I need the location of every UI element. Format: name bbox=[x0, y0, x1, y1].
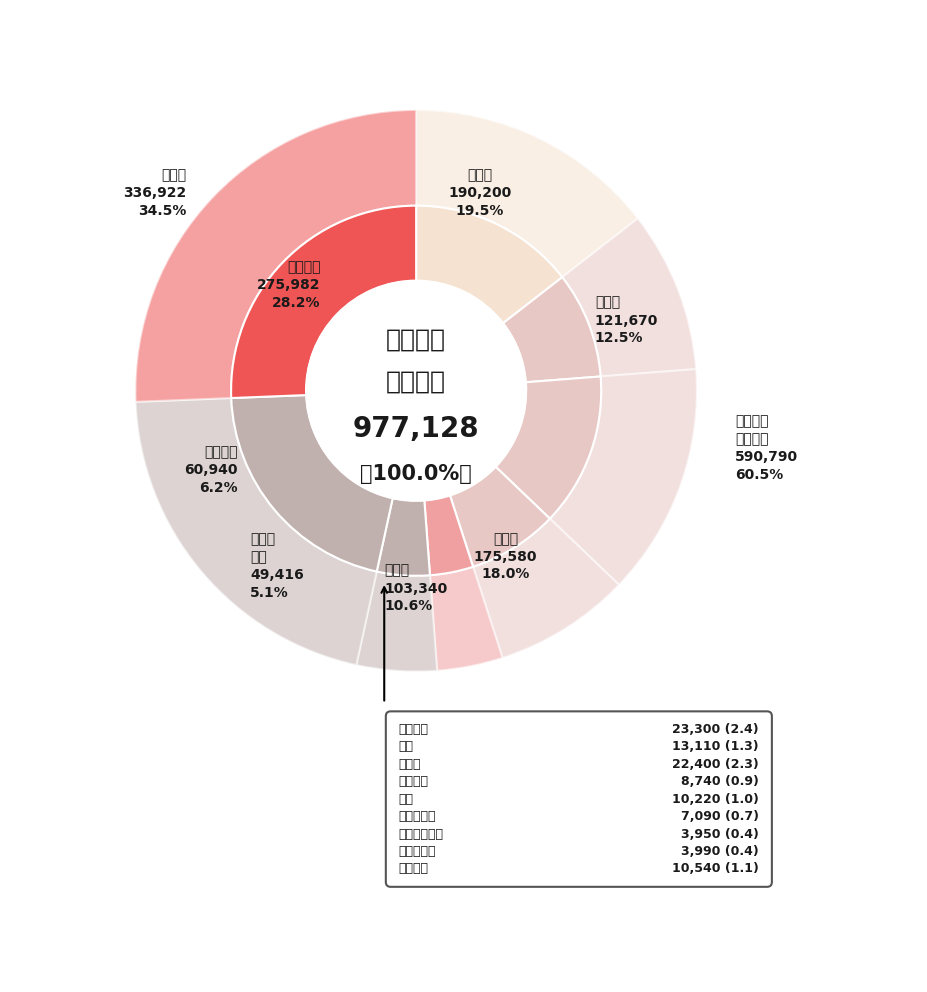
Text: 公債金
336,922
34.5%: 公債金 336,922 34.5% bbox=[123, 168, 186, 218]
Text: （100.0%）: （100.0%） bbox=[360, 463, 472, 484]
Text: 10,220 (1.0): 10,220 (1.0) bbox=[671, 793, 758, 806]
Text: 租税及び
印紙収入
590,790
60.5%: 租税及び 印紙収入 590,790 60.5% bbox=[734, 415, 797, 482]
Wedge shape bbox=[429, 566, 502, 671]
Text: 3,990 (0.4): 3,990 (0.4) bbox=[680, 845, 758, 858]
Wedge shape bbox=[502, 277, 600, 382]
Text: 23,300 (2.4): 23,300 (2.4) bbox=[672, 723, 758, 736]
Wedge shape bbox=[562, 218, 695, 377]
Wedge shape bbox=[135, 110, 415, 402]
Text: 特例公債
275,982
28.2%: 特例公債 275,982 28.2% bbox=[257, 261, 320, 310]
Text: 自動車重量税: 自動車重量税 bbox=[399, 827, 443, 840]
Text: たばこ税: たばこ税 bbox=[399, 775, 428, 788]
Text: 977,128: 977,128 bbox=[352, 415, 479, 443]
Text: その他税収: その他税収 bbox=[399, 845, 436, 858]
Wedge shape bbox=[415, 205, 562, 323]
Wedge shape bbox=[356, 571, 437, 672]
Text: 関税: 関税 bbox=[399, 793, 413, 806]
Text: 相続税: 相続税 bbox=[399, 758, 421, 771]
Text: 印紙収入: 印紙収入 bbox=[399, 862, 428, 876]
Text: 10,540 (1.1): 10,540 (1.1) bbox=[671, 862, 758, 876]
Wedge shape bbox=[376, 498, 429, 575]
Text: その他
103,340
10.6%: その他 103,340 10.6% bbox=[384, 563, 447, 613]
Text: 所得税
190,200
19.5%: 所得税 190,200 19.5% bbox=[448, 168, 511, 218]
Text: 建設公債
60,940
6.2%: 建設公債 60,940 6.2% bbox=[184, 445, 237, 495]
FancyBboxPatch shape bbox=[386, 711, 771, 887]
Text: 3,950 (0.4): 3,950 (0.4) bbox=[680, 827, 758, 840]
Wedge shape bbox=[450, 467, 550, 566]
Text: その他
収入
49,416
5.1%: その他 収入 49,416 5.1% bbox=[250, 533, 304, 600]
Text: 酒税: 酒税 bbox=[399, 740, 413, 753]
Text: 歳入総額: 歳入総額 bbox=[386, 369, 446, 393]
Text: 消費税
175,580
18.0%: 消費税 175,580 18.0% bbox=[473, 532, 537, 581]
Wedge shape bbox=[550, 369, 696, 585]
Wedge shape bbox=[424, 495, 473, 575]
Wedge shape bbox=[415, 110, 637, 277]
Wedge shape bbox=[135, 398, 376, 665]
Text: 一般会計: 一般会計 bbox=[386, 327, 446, 352]
Wedge shape bbox=[473, 519, 618, 658]
Text: 法人税
121,670
12.5%: 法人税 121,670 12.5% bbox=[594, 296, 657, 345]
Text: 8,740 (0.9): 8,740 (0.9) bbox=[680, 775, 758, 788]
Text: 7,090 (0.7): 7,090 (0.7) bbox=[680, 810, 758, 823]
Text: 22,400 (2.3): 22,400 (2.3) bbox=[672, 758, 758, 771]
Text: 石油石炭税: 石油石炭税 bbox=[399, 810, 436, 823]
Text: 揮発油税: 揮発油税 bbox=[399, 723, 428, 736]
Wedge shape bbox=[495, 377, 601, 519]
Wedge shape bbox=[231, 395, 392, 571]
Text: 13,110 (1.3): 13,110 (1.3) bbox=[672, 740, 758, 753]
Wedge shape bbox=[231, 205, 415, 398]
Circle shape bbox=[306, 281, 526, 501]
